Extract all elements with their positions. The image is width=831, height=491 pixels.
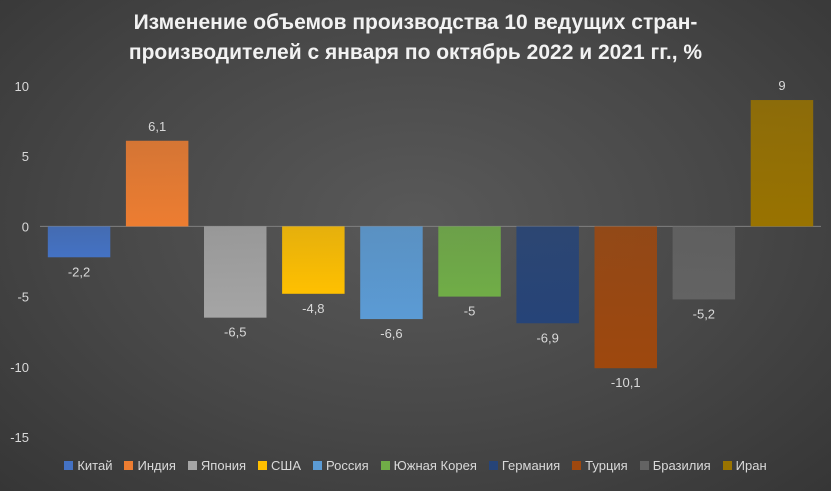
bar-7 bbox=[516, 226, 579, 324]
legend-swatch bbox=[124, 461, 134, 470]
legend-swatch bbox=[722, 461, 732, 470]
legend-swatch bbox=[187, 461, 197, 470]
bar-3 bbox=[204, 226, 267, 318]
data-label: -4,8 bbox=[302, 301, 324, 316]
bar-1 bbox=[47, 226, 111, 258]
bar-8 bbox=[594, 226, 657, 369]
legend-label: Южная Корея bbox=[393, 458, 477, 473]
legend-swatch bbox=[572, 461, 582, 470]
legend-label: Бразилия bbox=[652, 458, 711, 473]
data-label: -6,6 bbox=[380, 326, 402, 341]
bar-9 bbox=[672, 226, 736, 300]
data-label: -5 bbox=[464, 304, 476, 319]
legend-swatch bbox=[488, 461, 498, 470]
chart-title: Изменение объемов производства 10 ведущи… bbox=[0, 8, 831, 68]
y-tick-label: 5 bbox=[22, 149, 29, 164]
bar-4 bbox=[282, 226, 345, 294]
legend-item: Япония bbox=[187, 458, 247, 473]
legend-label: США bbox=[271, 458, 302, 473]
data-label: -6,5 bbox=[224, 325, 246, 340]
legend-label: Турция bbox=[585, 458, 628, 473]
legend-item: Бразилия bbox=[639, 458, 711, 473]
legend-label: Индия bbox=[137, 458, 176, 473]
legend-item: Турция bbox=[572, 458, 628, 473]
bar-6 bbox=[438, 226, 501, 297]
chart-legend: Китай Индия Япония США Россия Южная Корея Герм… bbox=[0, 458, 831, 473]
data-label: -5,2 bbox=[693, 306, 715, 321]
y-tick-label: -5 bbox=[17, 290, 29, 305]
bar-5 bbox=[360, 226, 423, 320]
y-tick-label: 10 bbox=[15, 79, 29, 94]
legend-item: Германия bbox=[488, 458, 561, 473]
y-tick-label: 0 bbox=[22, 219, 29, 234]
data-label: -6,9 bbox=[536, 330, 558, 345]
data-label: 6,1 bbox=[148, 119, 166, 134]
legend-swatch bbox=[313, 461, 323, 470]
legend-item: Индия bbox=[124, 458, 176, 473]
chart-title-line-1: Изменение объемов производства 10 ведущи… bbox=[133, 11, 698, 34]
legend-item: Иран bbox=[722, 458, 767, 473]
legend-label: Иран bbox=[735, 458, 767, 473]
legend-item: Китай bbox=[64, 458, 112, 473]
data-label: -10,1 bbox=[611, 375, 641, 390]
legend-item: Россия bbox=[313, 458, 369, 473]
legend-label: Китай bbox=[77, 458, 113, 473]
legend-item: Южная Корея bbox=[380, 458, 477, 473]
legend-item: США bbox=[258, 458, 301, 473]
legend-swatch bbox=[64, 461, 74, 470]
legend-swatch bbox=[380, 461, 390, 470]
bar-2 bbox=[125, 140, 189, 227]
chart-title-line-2: производителей с января по октябрь 2022 … bbox=[128, 41, 703, 64]
data-label: 9 bbox=[778, 78, 785, 93]
legend-swatch bbox=[639, 461, 649, 470]
bar-10 bbox=[750, 100, 814, 227]
legend-label: Япония bbox=[200, 458, 247, 473]
y-tick-label: -10 bbox=[10, 360, 29, 375]
data-label: -2,2 bbox=[68, 264, 90, 279]
legend-label: Германия bbox=[501, 458, 561, 473]
legend-swatch bbox=[258, 461, 268, 470]
y-tick-label: -15 bbox=[10, 430, 29, 445]
legend-label: Россия bbox=[326, 458, 369, 473]
